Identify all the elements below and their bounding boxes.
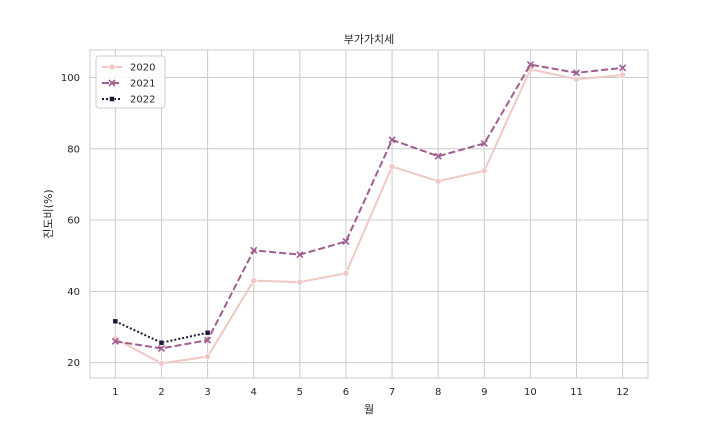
- x-tick-label: 1: [112, 387, 118, 398]
- x-tick-label: 2: [158, 387, 164, 398]
- legend-label: 2020: [130, 63, 155, 74]
- y-axis-label: 진도비(%): [42, 189, 55, 238]
- legend: 2020 2021 2022: [95, 55, 166, 109]
- legend-marker: [108, 63, 116, 71]
- x-tick-label: 3: [204, 387, 210, 398]
- series-layer: [111, 61, 627, 367]
- y-tick-label: 80: [67, 144, 80, 155]
- data-point: [296, 278, 304, 286]
- data-point: [480, 167, 488, 175]
- data-point: [112, 318, 119, 325]
- legend-marker: [109, 96, 115, 102]
- legend-items: 2020 2021 2022: [102, 63, 155, 106]
- data-point-stroke: [111, 337, 119, 345]
- plot-frame: [89, 49, 649, 379]
- data-point-stroke: [619, 64, 627, 72]
- data-point: [204, 353, 211, 360]
- x-tick-label: 9: [481, 387, 487, 398]
- data-point: [296, 251, 304, 259]
- series-line-2022: [114, 320, 208, 344]
- series-line-2020: [114, 68, 623, 365]
- x-axis-label: 월: [364, 403, 374, 416]
- data-point: [204, 329, 211, 336]
- y-tick-label: 60: [67, 216, 80, 227]
- data-point-stroke: [296, 251, 304, 259]
- data-point-stroke: [526, 61, 534, 69]
- x-tick-label: 8: [435, 387, 441, 398]
- y-tick-label: 20: [67, 358, 80, 369]
- series-2021: [111, 61, 627, 352]
- grid-layer: [90, 50, 648, 378]
- legend-marker: [108, 79, 116, 87]
- data-point: [526, 61, 534, 69]
- data-point: [250, 246, 258, 254]
- data-point: [157, 344, 166, 352]
- data-point: [573, 75, 580, 83]
- legend-label: 2022: [130, 95, 155, 106]
- data-point: [434, 152, 442, 160]
- data-point: [342, 237, 350, 246]
- data-point: [388, 163, 396, 170]
- data-point-stroke: [342, 237, 350, 246]
- data-point-stroke: [572, 69, 581, 77]
- x-tick-label: 10: [524, 387, 537, 398]
- x-tick-label: 5: [297, 387, 303, 398]
- data-point: [158, 360, 165, 367]
- data-point: [388, 136, 396, 144]
- data-point: [342, 269, 350, 277]
- data-point: [480, 139, 488, 147]
- y-tick-label: 40: [67, 287, 80, 298]
- x-tick-label: 6: [343, 387, 349, 398]
- data-point: [111, 337, 119, 345]
- data-point: [572, 69, 581, 77]
- legend-label: 2021: [130, 79, 155, 90]
- data-point-stroke: [480, 139, 488, 147]
- data-point: [619, 71, 626, 79]
- data-point-stroke: [157, 344, 166, 352]
- legend-item-2021: 2021: [102, 79, 155, 90]
- data-point: [434, 177, 442, 185]
- data-point: [204, 336, 212, 344]
- legend-marker-stroke: [108, 79, 116, 87]
- data-point-stroke: [434, 152, 442, 160]
- legend-item-2022: 2022: [102, 95, 155, 106]
- data-point-stroke: [388, 136, 396, 144]
- x-tick-label: 7: [389, 387, 395, 398]
- data-point: [158, 339, 165, 346]
- data-point: [250, 277, 258, 284]
- x-tick-label: 4: [251, 387, 257, 398]
- data-point-stroke: [250, 246, 258, 254]
- data-point-stroke: [204, 336, 212, 344]
- series-2022: [112, 318, 211, 346]
- y-tick-label: 100: [61, 73, 80, 84]
- series-2020: [112, 65, 626, 367]
- x-tick-label: 11: [570, 387, 583, 398]
- x-tick-label: 12: [616, 387, 629, 398]
- series-line-2021: [115, 63, 623, 350]
- data-point: [619, 64, 627, 72]
- chart-title: 부가가치세: [344, 33, 395, 46]
- legend-item-2020: 2020: [102, 63, 155, 74]
